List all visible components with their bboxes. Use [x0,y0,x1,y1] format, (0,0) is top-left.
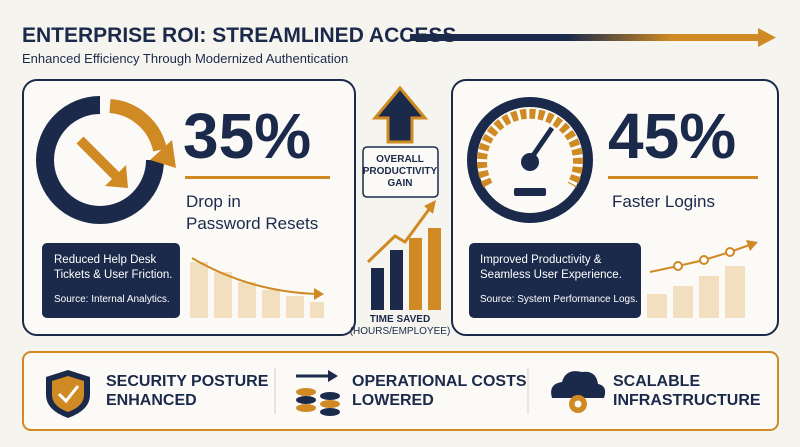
gauge-icon [467,97,593,223]
right-note-box [469,243,641,318]
right-stat: 45% [608,100,736,172]
gain-label: OVERALL [376,154,424,165]
header-arrow [410,28,776,47]
left-label: Password Resets [186,214,318,233]
divider [185,176,330,179]
subtitle: Enhanced Efficiency Through Modernized A… [22,51,348,66]
chart-label: (HOURS/EMPLOYEE) [350,326,451,337]
footer-item: SECURITY POSTURE [106,373,269,390]
footer-item: LOWERED [352,392,434,409]
left-note: Reduced Help Desk [54,254,157,266]
left-note: Tickets & User Friction. [54,269,172,281]
left-stat: 35% [183,100,311,172]
reset-icon [36,96,176,224]
gain-label: PRODUCTIVITY [363,166,438,177]
up-arrow [371,85,429,144]
coins-icon [296,370,340,416]
chart-label: TIME SAVED [370,314,430,325]
gain-box [362,146,439,198]
footer-item: OPERATIONAL COSTS [352,373,527,390]
footer-box [22,351,779,431]
cloud-icon [551,371,606,413]
footer-item: SCALABLE [613,373,700,390]
right-source: Source: System Performance Logs. [480,294,638,305]
decline-bars [190,257,324,318]
gain-label: GAIN [388,178,413,189]
footer-item: ENHANCED [106,392,197,409]
left-label: Drop in [186,192,241,211]
title: ENTERPRISE ROI: STREAMLINED ACCESS [22,24,456,47]
shield-icon [46,370,90,418]
left-source: Source: Internal Analytics. [54,294,170,305]
right-note: Improved Productivity & [480,254,602,266]
right-note: Seamless User Experience. [480,269,622,281]
time-saved-bars [366,200,441,310]
growth-bars [647,240,758,318]
right-label: Faster Logins [612,192,715,211]
divider [608,176,758,179]
footer-item: INFRASTRUCTURE [613,392,761,409]
left-note-box [42,243,180,318]
